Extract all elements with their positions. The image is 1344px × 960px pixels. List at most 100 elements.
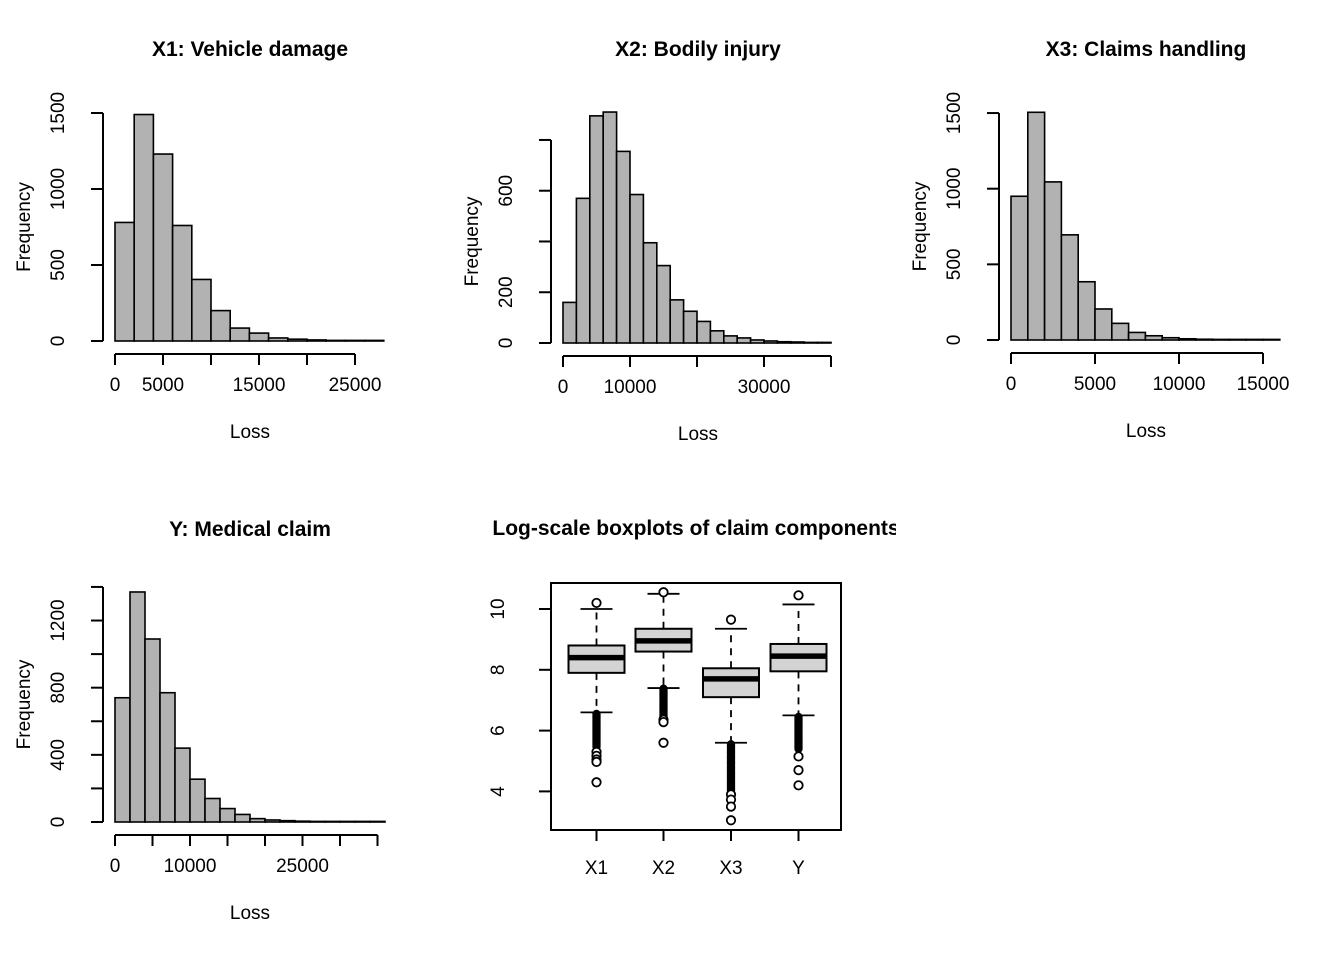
histogram-bar [129,591,146,823]
outlier-point [725,815,737,826]
outlier-point [793,765,804,776]
histogram-bar [1211,338,1231,341]
hist-x3-svg: X3: Claims handling Frequency Loss 0 500 1000… [910,38,1290,442]
outlier-point [591,777,602,788]
x-tick-label: 10000 [1153,374,1206,395]
x-tick-label: 10000 [164,856,217,877]
boxplot-svg: Log-scale boxplots of claim components 4 6… [488,517,896,879]
y-axis-label: Frequency [14,659,35,749]
histogram-bar [248,332,270,342]
histogram-bar [1178,337,1197,341]
histogram-bar [219,807,236,823]
x-tick-label: 10000 [604,377,657,398]
histogram-bar [709,330,725,344]
histogram-bar [1060,234,1079,341]
category-label: X2 [652,858,675,879]
y-tick-label: 200 [496,276,517,308]
hist-y-svg: Y: Medical claim Frequency Loss 0 400 800 1200… [14,518,386,924]
histogram-bar [803,341,819,344]
histogram-bar [309,820,326,823]
histogram-bar [264,819,281,823]
histogram-bar [789,341,805,344]
y-tick-label: 1500 [944,92,965,134]
histogram-bar [1111,322,1130,341]
histogram-bar [171,224,193,342]
outlier-point [658,737,669,748]
histogram-bar [1043,181,1063,341]
chart-title: Y: Medical claim [169,518,331,541]
histogram-bar [1262,338,1281,341]
histogram-bar [325,339,347,342]
outlier-point [658,716,669,728]
histogram-bar [306,339,328,342]
x-tick-label: 15000 [233,375,286,396]
histogram-bar [615,150,631,344]
chart-title: Log-scale boxplots of claim components [492,517,896,540]
histogram-bar [249,817,266,823]
histogram-bar [204,797,221,823]
histogram-bar [1245,338,1264,341]
histogram-bar [562,301,578,344]
x-axis-label: Loss [230,903,270,924]
histogram-bar [682,310,698,344]
panel-hist-y-medical-claim: Y: Medical claim Frequency Loss 0 400 800 1200… [0,480,448,960]
x-tick-label: 0 [1006,374,1017,395]
outlier-point [725,801,737,812]
histogram-bar [114,696,131,823]
histogram-bar [229,327,251,342]
x-axis-label: Loss [1126,421,1166,442]
histogram-bar [189,778,206,823]
histogram-bar [294,820,311,823]
y-tick-label: 500 [48,249,69,281]
y-tick-label: 6 [488,725,509,736]
y-tick-label: 400 [48,739,69,771]
y-axis-label: Frequency [462,196,483,286]
histogram-bar [369,820,386,823]
chart-title: X3: Claims handling [1046,38,1247,61]
y-tick-label: 1200 [48,599,69,641]
histogram-bar [1228,338,1247,341]
panel-empty [896,480,1344,960]
histogram-bar [642,241,658,344]
panel-hist-x1-vehicle-damage: X1: Vehicle damage Frequency Loss 0 500 1000 1… [0,0,448,480]
plot-frame [550,582,842,831]
histogram-bar [696,320,712,344]
box [702,667,760,699]
y-tick-label: 600 [496,175,517,207]
histogram-bar [1010,195,1029,341]
histogram-bar [324,820,341,823]
y-tick-label: 0 [496,338,517,349]
histogram-bar [286,338,308,342]
outlier-point [591,756,602,768]
outlier-point [793,590,804,601]
histogram-bar [152,153,174,342]
panel-boxplot-log-scale: Log-scale boxplots of claim components 4 6… [448,480,896,960]
histogram-bar [776,340,792,344]
histogram-bar [234,813,251,823]
histogram-bar [736,337,752,344]
y-axis-label: Frequency [910,181,931,271]
histogram-bar [1144,334,1163,341]
panel-hist-x2-bodily-injury: X2: Bodily injury Frequency Loss 0 200 600 0 10… [448,0,896,480]
y-tick-label: 10 [488,598,509,619]
y-tick-label: 0 [944,335,965,346]
y-axis-label: Frequency [14,182,35,272]
x-tick-label: 5000 [1074,374,1116,395]
histogram-bar [174,747,191,823]
histogram-bar [210,309,232,342]
y-tick-label: 0 [48,817,69,828]
y-tick-label: 1500 [48,92,69,134]
histogram-bar [1027,111,1046,341]
outlier-point [725,614,737,625]
hist-x2-svg: X2: Bodily injury Frequency Loss 0 200 600 0 10… [462,38,832,445]
y-tick-label: 0 [48,336,69,347]
histogram-bar [575,197,591,344]
y-tick-label: 800 [48,672,69,704]
histogram-bar [589,115,605,344]
y-tick-label: 8 [488,665,509,676]
outlier-point [658,587,669,598]
x-tick-label: 5000 [142,375,184,396]
histogram-bar [339,820,356,823]
histogram-bar [1094,308,1113,341]
x-tick-label: 15000 [1237,374,1290,395]
